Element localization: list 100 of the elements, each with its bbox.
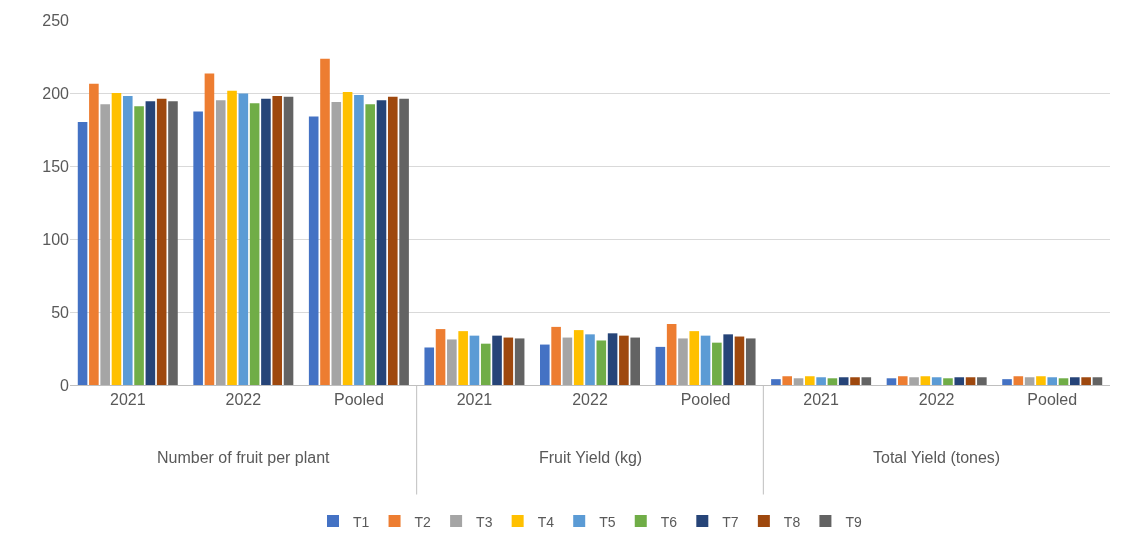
legend-label: T3 — [476, 513, 493, 530]
y-tick-label: 200 — [42, 84, 70, 102]
legend-label: T9 — [845, 513, 862, 530]
bar — [838, 377, 849, 385]
legend-label: T6 — [660, 513, 678, 530]
x-tick-label: Pooled — [333, 391, 384, 409]
x-tick-label: 2022 — [918, 391, 955, 409]
bar — [100, 104, 110, 385]
bar — [1013, 376, 1024, 385]
bar — [630, 337, 640, 385]
bar — [308, 116, 319, 385]
bar — [77, 121, 88, 385]
bar — [261, 98, 271, 385]
bar — [204, 73, 215, 385]
bar — [782, 376, 793, 385]
bar — [745, 338, 756, 385]
legend-label: T1 — [353, 513, 370, 530]
text: Number of fruit per plant — [157, 449, 331, 466]
bar — [424, 347, 435, 385]
y-tick-label: 150 — [42, 157, 70, 175]
bar — [1047, 377, 1058, 385]
bar — [816, 377, 826, 385]
text: Fruit Yield (kg) — [539, 449, 643, 466]
x-tick-label: 2022 — [572, 391, 608, 409]
bar — [215, 100, 226, 385]
bar — [551, 326, 561, 385]
bar — [320, 58, 330, 385]
bar — [399, 98, 409, 385]
bar — [1036, 376, 1046, 385]
legend-label: T4 — [537, 513, 555, 530]
bar — [700, 335, 711, 385]
bar — [931, 377, 942, 385]
bar — [805, 376, 815, 385]
bar — [249, 103, 260, 385]
bar — [678, 338, 688, 385]
bar — [354, 94, 364, 385]
bar — [655, 346, 666, 385]
bar — [387, 96, 398, 385]
bar — [342, 91, 353, 385]
bar — [168, 101, 178, 385]
bar — [238, 93, 249, 385]
bar — [193, 111, 203, 385]
x-tick-label: Pooled — [1027, 391, 1078, 409]
bar — [734, 336, 745, 385]
bar — [1058, 378, 1069, 385]
bar — [573, 330, 584, 385]
bar — [596, 340, 607, 385]
y-tick-label: 100 — [42, 230, 70, 248]
bar — [723, 334, 733, 385]
bar — [283, 96, 294, 385]
bar — [458, 331, 468, 385]
bar — [111, 93, 122, 385]
legend-label: T8 — [783, 513, 801, 530]
bar — [227, 90, 237, 385]
bar — [1024, 377, 1035, 385]
bar — [331, 102, 342, 385]
bar — [827, 378, 838, 385]
bar — [793, 378, 804, 385]
x-tick-label: Pooled — [680, 391, 731, 409]
bar — [503, 337, 514, 385]
x-tick-label: 2022 — [225, 391, 262, 409]
bar — [122, 95, 133, 385]
bar — [134, 106, 144, 385]
text: Total Yield (tones) — [873, 449, 1001, 466]
y-tick-label: 50 — [51, 303, 70, 321]
bar — [365, 104, 375, 385]
bar — [771, 379, 781, 385]
bar — [447, 339, 457, 385]
bar — [1070, 377, 1080, 385]
legend-label: T2 — [414, 513, 432, 530]
bar — [480, 343, 491, 385]
bar — [1081, 377, 1091, 385]
bar — [376, 100, 387, 385]
bar — [540, 344, 550, 385]
legend-label: T7 — [722, 513, 739, 530]
bar — [861, 377, 872, 385]
bar — [712, 342, 722, 385]
bar — [943, 378, 953, 385]
x-tick-label: 2021 — [456, 391, 493, 409]
bar — [607, 333, 618, 385]
bar — [1002, 379, 1012, 385]
bar — [666, 323, 677, 385]
bar — [562, 337, 573, 385]
y-tick-label: 250 — [42, 11, 70, 29]
bar — [909, 377, 919, 385]
bar — [145, 101, 156, 385]
bar — [156, 98, 167, 385]
y-tick-label: 0 — [60, 376, 70, 394]
bar — [897, 376, 908, 385]
bar — [954, 377, 965, 385]
bar — [435, 329, 446, 385]
bar — [272, 95, 283, 385]
bar — [1092, 377, 1103, 385]
x-tick-label: 2021 — [109, 391, 146, 409]
bar — [920, 376, 931, 385]
bar — [977, 377, 987, 385]
legend-label: T5 — [599, 513, 616, 530]
bar — [965, 377, 976, 385]
bar — [469, 335, 480, 385]
bar — [89, 83, 99, 385]
